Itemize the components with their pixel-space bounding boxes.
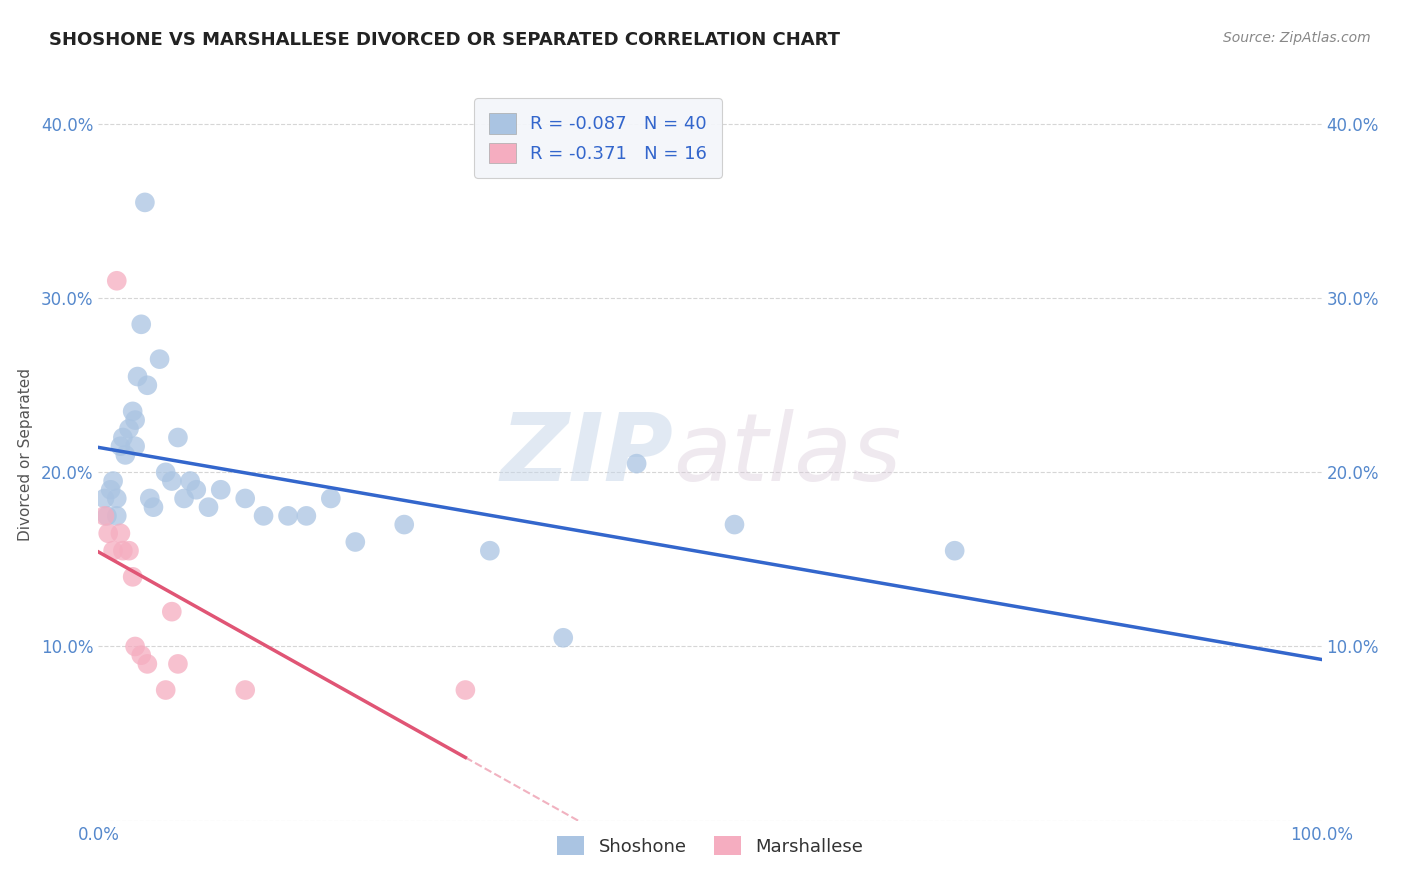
Point <box>160 474 183 488</box>
Point <box>129 318 152 332</box>
Point <box>110 526 132 541</box>
Point <box>105 508 128 523</box>
Point <box>233 683 256 698</box>
Legend: Shoshone, Marshallese: Shoshone, Marshallese <box>550 829 870 863</box>
Point <box>319 491 342 506</box>
Point <box>96 508 118 523</box>
Point <box>155 683 177 698</box>
Point <box>111 430 134 444</box>
Point <box>160 605 183 619</box>
Point <box>155 466 177 480</box>
Point <box>344 535 367 549</box>
Text: ZIP: ZIP <box>501 409 673 501</box>
Point <box>118 543 141 558</box>
Point <box>124 413 146 427</box>
Point <box>124 439 146 453</box>
Point <box>478 543 501 558</box>
Point <box>142 500 165 515</box>
Point <box>129 648 152 663</box>
Point <box>111 543 134 558</box>
Point <box>114 448 136 462</box>
Point <box>100 483 122 497</box>
Point <box>723 517 745 532</box>
Point <box>209 483 232 497</box>
Point <box>139 491 162 506</box>
Point <box>179 474 201 488</box>
Text: SHOSHONE VS MARSHALLESE DIVORCED OR SEPARATED CORRELATION CHART: SHOSHONE VS MARSHALLESE DIVORCED OR SEPA… <box>49 31 841 49</box>
Point <box>295 508 318 523</box>
Point <box>454 683 477 698</box>
Point <box>127 369 149 384</box>
Point <box>93 508 115 523</box>
Point <box>105 491 128 506</box>
Point <box>121 404 143 418</box>
Point <box>136 657 159 671</box>
Text: Source: ZipAtlas.com: Source: ZipAtlas.com <box>1223 31 1371 45</box>
Point <box>252 508 274 523</box>
Point <box>101 543 124 558</box>
Point <box>233 491 256 506</box>
Point <box>392 517 416 532</box>
Point <box>101 474 124 488</box>
Point <box>134 195 156 210</box>
Point <box>167 430 190 444</box>
Point <box>93 491 115 506</box>
Point <box>124 640 146 654</box>
Point <box>553 631 575 645</box>
Text: atlas: atlas <box>673 409 901 500</box>
Point <box>110 439 132 453</box>
Point <box>626 457 648 471</box>
Point <box>105 274 128 288</box>
Point <box>197 500 219 515</box>
Point <box>167 657 190 671</box>
Point <box>118 422 141 436</box>
Point <box>136 378 159 392</box>
Point <box>173 491 195 506</box>
Y-axis label: Divorced or Separated: Divorced or Separated <box>18 368 32 541</box>
Point <box>186 483 208 497</box>
Point <box>121 570 143 584</box>
Point <box>277 508 299 523</box>
Point <box>943 543 966 558</box>
Point <box>97 526 120 541</box>
Point <box>149 352 172 367</box>
